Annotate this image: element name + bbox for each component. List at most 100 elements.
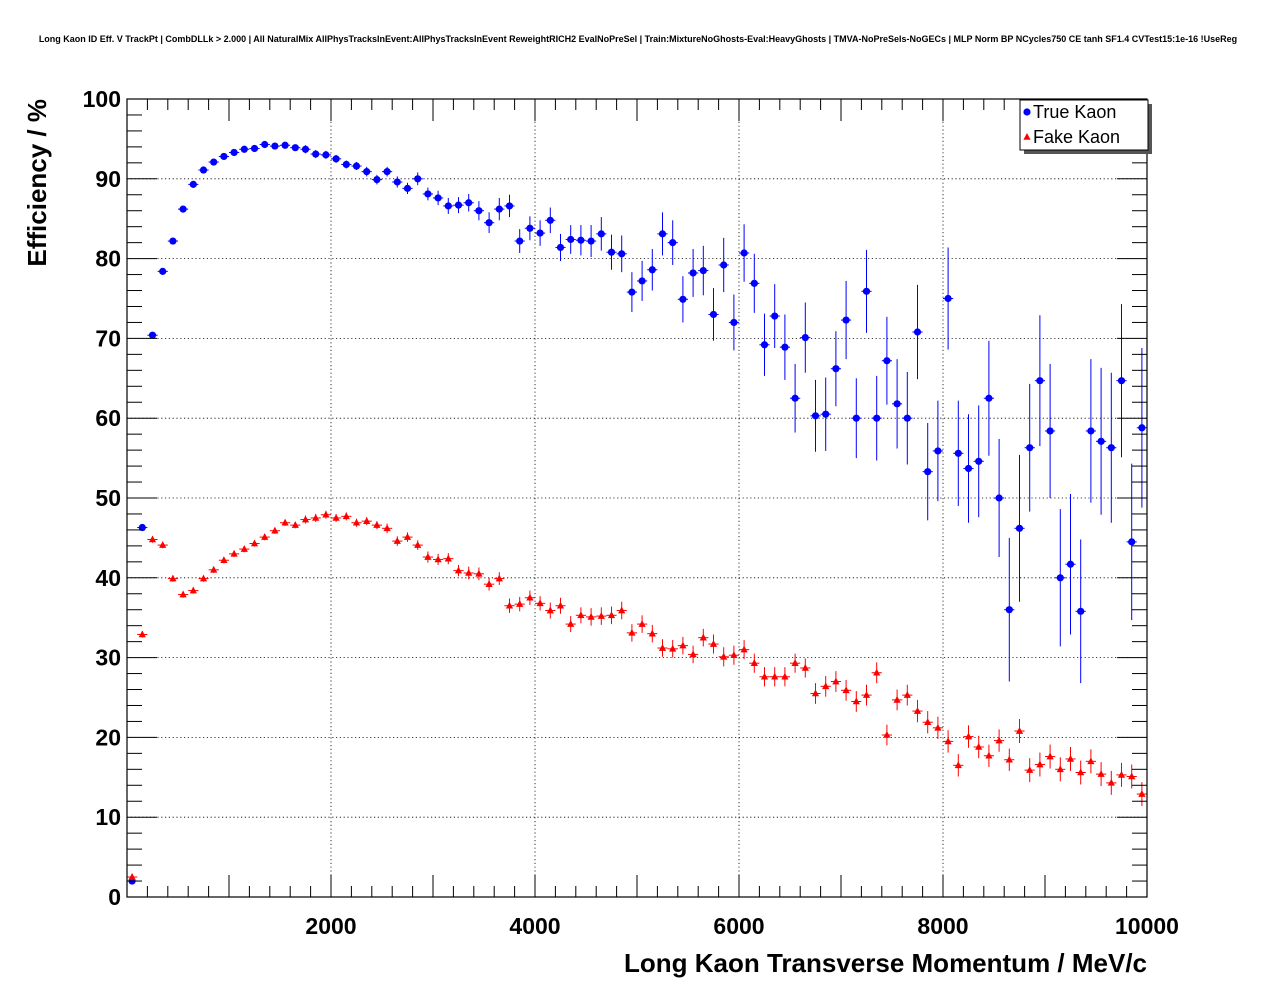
point-marker bbox=[454, 566, 463, 574]
point-marker bbox=[985, 394, 993, 402]
point-marker bbox=[148, 331, 157, 339]
data-point bbox=[861, 249, 872, 333]
data-point bbox=[1096, 762, 1107, 787]
legend-label: True Kaon bbox=[1033, 102, 1116, 122]
point-marker bbox=[1107, 778, 1115, 786]
legend-label: Fake Kaon bbox=[1033, 127, 1120, 147]
point-marker bbox=[1066, 560, 1075, 568]
data-point bbox=[902, 684, 913, 706]
data-point bbox=[1014, 719, 1025, 743]
data-point bbox=[453, 197, 464, 214]
data-point bbox=[341, 512, 352, 521]
data-point bbox=[943, 247, 954, 350]
point-marker bbox=[475, 207, 483, 215]
data-point bbox=[902, 371, 913, 465]
data-point bbox=[341, 160, 352, 169]
point-marker bbox=[465, 569, 473, 576]
point-marker bbox=[873, 668, 881, 676]
data-point bbox=[779, 667, 790, 687]
point-marker bbox=[862, 287, 871, 295]
point-marker bbox=[169, 574, 177, 582]
data-point bbox=[320, 510, 331, 519]
data-point bbox=[208, 158, 219, 166]
point-marker bbox=[1036, 760, 1044, 768]
data-point bbox=[229, 148, 240, 157]
point-marker bbox=[556, 243, 565, 252]
data-point bbox=[1024, 383, 1035, 512]
data-point bbox=[708, 288, 719, 341]
legend-entry: True Kaon bbox=[1023, 102, 1116, 122]
x-tick-label: 8000 bbox=[917, 913, 968, 939]
point-marker bbox=[485, 580, 493, 587]
data-point bbox=[820, 675, 831, 697]
point-marker bbox=[1097, 770, 1105, 777]
data-point bbox=[198, 574, 209, 582]
point-marker bbox=[556, 601, 565, 609]
point-marker bbox=[903, 414, 911, 422]
point-marker bbox=[964, 464, 973, 473]
data-point bbox=[300, 145, 311, 154]
point-marker bbox=[924, 718, 932, 726]
point-marker bbox=[363, 168, 371, 176]
point-marker bbox=[638, 277, 646, 285]
data-point bbox=[657, 639, 668, 657]
point-marker bbox=[607, 248, 616, 256]
point-marker bbox=[760, 672, 769, 680]
data-point bbox=[718, 237, 729, 293]
point-marker bbox=[822, 410, 830, 418]
point-marker bbox=[1005, 755, 1013, 763]
data-point bbox=[331, 513, 342, 522]
point-marker bbox=[250, 144, 259, 153]
data-point bbox=[1004, 748, 1015, 771]
data-point bbox=[269, 142, 280, 150]
x-axis-title: Long Kaon Transverse Momentum / MeV/c bbox=[624, 948, 1147, 978]
point-marker bbox=[832, 677, 840, 685]
point-marker bbox=[403, 184, 412, 192]
data-point bbox=[259, 140, 270, 149]
point-marker bbox=[995, 736, 1003, 744]
data-point bbox=[881, 724, 892, 746]
data-point bbox=[677, 276, 688, 323]
point-marker bbox=[322, 510, 330, 518]
data-point bbox=[830, 671, 841, 692]
data-point bbox=[1014, 454, 1025, 602]
data-point bbox=[657, 212, 668, 256]
point-marker bbox=[822, 682, 830, 690]
data-point bbox=[932, 716, 943, 739]
data-point bbox=[290, 521, 301, 529]
point-marker bbox=[159, 541, 167, 548]
y-axis-title: Efficiency / % bbox=[22, 99, 52, 267]
point-marker bbox=[842, 686, 850, 694]
data-point bbox=[453, 565, 464, 577]
data-point bbox=[1065, 494, 1076, 635]
data-point bbox=[749, 253, 760, 313]
data-point bbox=[310, 513, 321, 522]
data-point bbox=[616, 235, 627, 273]
data-point bbox=[249, 144, 260, 153]
data-point bbox=[280, 518, 291, 526]
x-tick-label: 6000 bbox=[713, 913, 764, 939]
data-point bbox=[626, 272, 637, 313]
data-point bbox=[871, 375, 882, 461]
data-point bbox=[698, 628, 709, 647]
point-marker bbox=[628, 288, 636, 296]
point-marker bbox=[1026, 766, 1034, 773]
point-marker bbox=[148, 535, 157, 543]
point-marker bbox=[291, 521, 299, 528]
data-point bbox=[473, 201, 484, 221]
point-marker bbox=[587, 612, 595, 620]
point-marker bbox=[1138, 424, 1146, 432]
data-point bbox=[402, 532, 413, 542]
data-point bbox=[892, 359, 903, 449]
data-point bbox=[1045, 744, 1056, 769]
point-marker bbox=[199, 166, 208, 174]
point-marker bbox=[699, 266, 707, 275]
point-marker bbox=[1046, 752, 1054, 760]
point-marker bbox=[1015, 727, 1024, 734]
point-marker bbox=[658, 230, 667, 238]
data-point bbox=[433, 553, 444, 566]
data-point bbox=[422, 551, 433, 563]
point-marker bbox=[383, 168, 391, 176]
data-point bbox=[606, 234, 617, 270]
data-point bbox=[932, 400, 943, 502]
